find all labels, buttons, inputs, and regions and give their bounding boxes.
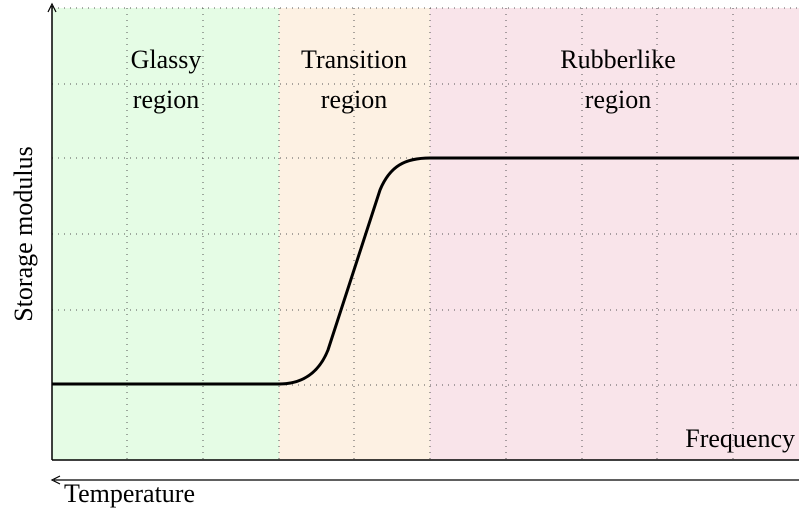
temperature-label: Temperature <box>64 479 195 508</box>
x-axis-label: Frequency <box>685 424 795 453</box>
region-label: region <box>133 85 199 114</box>
y-axis-arrow <box>47 2 57 13</box>
region-label: Rubberlike <box>560 45 676 74</box>
temperature-arrow <box>50 475 61 485</box>
region-label: region <box>321 85 387 114</box>
region-label: Glassy <box>131 45 202 74</box>
y-axis-label: Storage modulus <box>9 146 38 322</box>
rubberlike-zone <box>430 8 799 460</box>
region-label: region <box>585 85 651 114</box>
region-label: Transition <box>301 45 407 74</box>
modulus-curve <box>52 156 799 386</box>
